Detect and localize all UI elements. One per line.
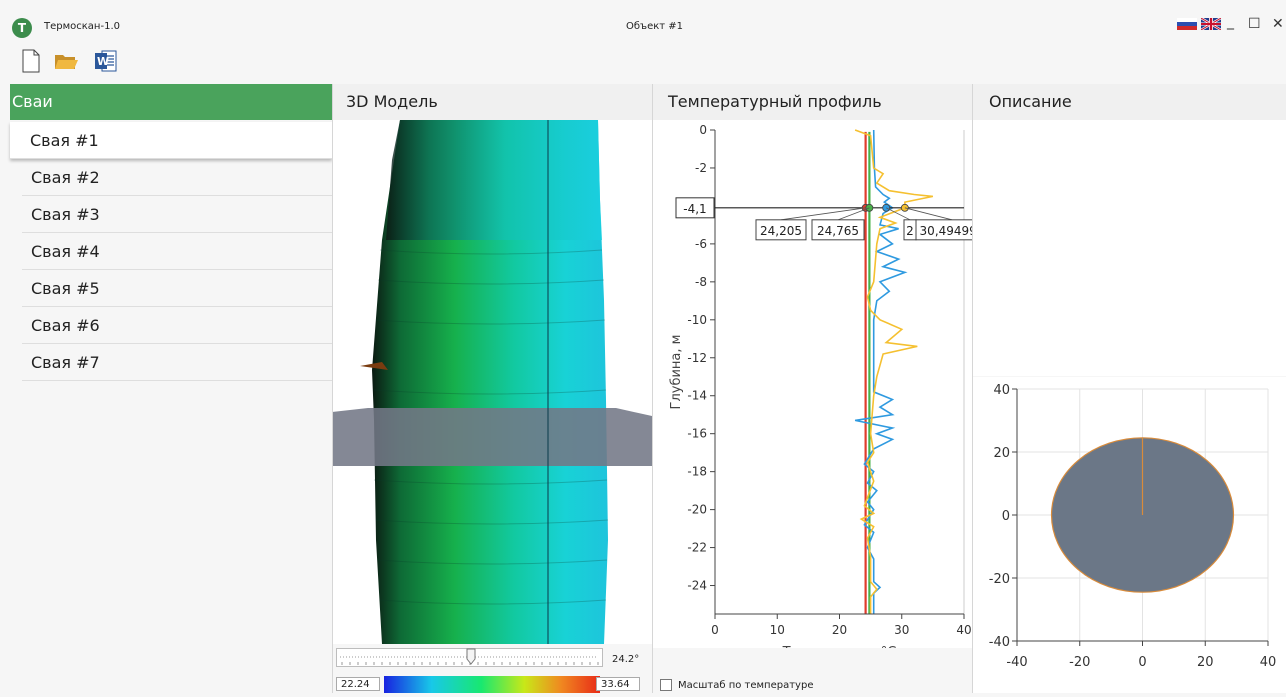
temperature-slider-row: 24.2°: [336, 644, 652, 672]
russian-flag-icon[interactable]: [1177, 18, 1197, 30]
cursor-value-label: 30,494999: [920, 224, 972, 238]
pile-item-5[interactable]: Свая #5: [22, 270, 332, 307]
pile-item-6[interactable]: Свая #6: [22, 307, 332, 344]
y-tick-label: -20: [687, 503, 707, 517]
slider-value: 24.2°: [612, 654, 640, 665]
y-tick-label: -22: [687, 541, 707, 555]
cursor-value-box: [755, 219, 807, 241]
y-tick-label: -24: [687, 579, 707, 593]
app-title: Термоскан-1.0: [44, 21, 120, 32]
colorbar-max: 33.64: [596, 677, 640, 691]
temperature-slider[interactable]: [336, 644, 606, 672]
cursor-value-label: 2: [906, 224, 914, 238]
word-icon-letter: W: [97, 55, 110, 68]
document-title: Объект #1: [626, 21, 684, 32]
new-file-icon[interactable]: [18, 48, 44, 74]
scale-checkbox-label: Масштаб по температуре: [678, 680, 814, 691]
y-tick-label: -14: [687, 389, 707, 403]
word-icon-graphic: [95, 50, 117, 72]
color-scale: 22.24 33.64: [336, 676, 652, 693]
word-export-icon[interactable]: W: [93, 48, 119, 74]
x-tick-label: 40: [1260, 655, 1277, 670]
y-tick-label: -18: [687, 465, 707, 479]
x-tick-label: 40: [956, 623, 971, 637]
cross-section-chart[interactable]: 40 20 0 -20 -40 -40 -20 0 20 40: [973, 377, 1286, 693]
y-tick-label: -16: [687, 427, 707, 441]
model-panel-header: 3D Модель: [332, 84, 652, 120]
y-tick-label: -10: [687, 313, 707, 327]
checkbox-box[interactable]: [660, 679, 672, 691]
x-tick-label: 10: [770, 623, 785, 637]
y-tick-label: -20: [989, 572, 1010, 587]
profile-panel-header: Температурный профиль: [652, 84, 973, 120]
slider-thumb[interactable]: [466, 648, 476, 665]
divider: [972, 84, 973, 693]
piles-header: Сваи: [10, 84, 332, 120]
profile-plot: 0-2-4-6-8-10-12-14-16-18-20-22-240102030…: [669, 123, 989, 660]
pile-item-4[interactable]: Свая #4: [22, 233, 332, 270]
x-tick-label: 20: [1197, 655, 1214, 670]
cursor-leader: [904, 207, 953, 221]
piles-header-label: Сваи: [12, 92, 53, 111]
scale-by-temperature-checkbox[interactable]: Масштаб по температуре: [660, 679, 813, 691]
series-line-4: [854, 129, 934, 614]
cursor-value-label: 24,765: [817, 224, 859, 238]
x-tick-label: 30: [894, 623, 909, 637]
cross-section-plot: 40 20 0 -20 -40 -40 -20 0 20 40: [989, 383, 1277, 670]
pile-3d-render: [332, 120, 652, 644]
english-flag-icon[interactable]: [1201, 18, 1221, 30]
piles-panel: Сваи Свая #1 Свая #2 Свая #3 Свая #4 Сва…: [10, 84, 332, 693]
y-tick-label: 0: [1002, 509, 1010, 524]
y-tick-label: -6: [695, 237, 707, 251]
x-tick-label: 0: [1138, 655, 1146, 670]
cursor-leader: [837, 207, 870, 221]
y-tick-label: 20: [993, 446, 1010, 461]
cursor-value-box: [811, 219, 865, 241]
y-tick-label: -12: [687, 351, 707, 365]
x-tick-label: 0: [711, 623, 719, 637]
title-bar: T Термоскан-1.0 Объект #1 _ ☐ ✕: [0, 0, 1286, 42]
cursor-leader: [886, 207, 911, 221]
x-tick-label: -40: [1006, 655, 1027, 670]
y-tick-label: 40: [993, 383, 1010, 398]
cursor-leader: [780, 207, 866, 221]
pile-item-7[interactable]: Свая #7: [22, 344, 332, 381]
pile-item-2[interactable]: Свая #2: [22, 159, 332, 196]
description-panel-header: Описание: [973, 84, 1286, 120]
open-folder-icon[interactable]: [53, 48, 79, 74]
series-line-3: [854, 129, 908, 614]
colorbar-gradient: [384, 676, 600, 693]
minimize-button[interactable]: _: [1227, 14, 1234, 30]
y-tick-label: -8: [695, 275, 707, 289]
y-tick-label: 0: [699, 123, 707, 137]
divider: [652, 84, 653, 693]
cursor-depth-label: -4,1: [683, 202, 706, 216]
pile-item-3[interactable]: Свая #3: [22, 196, 332, 233]
y-tick-label: -40: [989, 635, 1010, 650]
cursor-marker: [900, 203, 909, 212]
close-button[interactable]: ✕: [1272, 16, 1284, 32]
x-tick-label: 20: [832, 623, 847, 637]
y-tick-label: -2: [695, 161, 707, 175]
x-axis-label: Температура, °C: [782, 645, 897, 648]
cursor-depth-box: [675, 197, 715, 219]
description-area[interactable]: [973, 120, 1286, 376]
toolbar: W: [0, 44, 1286, 80]
3d-model-view[interactable]: [332, 120, 652, 644]
pile-list: Свая #1 Свая #2 Свая #3 Свая #4 Свая #5 …: [10, 122, 332, 381]
divider: [332, 84, 333, 693]
temperature-profile-chart[interactable]: 0-2-4-6-8-10-12-14-16-18-20-22-240102030…: [652, 120, 989, 660]
y-axis-label: Глубина, м: [669, 335, 684, 410]
pile-item-1[interactable]: Свая #1: [10, 122, 332, 159]
maximize-button[interactable]: ☐: [1248, 16, 1261, 32]
app-logo-icon: T: [12, 18, 32, 38]
cursor-value-label: 24,205: [760, 224, 802, 238]
x-tick-label: -20: [1069, 655, 1090, 670]
colorbar-min: 22.24: [336, 677, 380, 691]
